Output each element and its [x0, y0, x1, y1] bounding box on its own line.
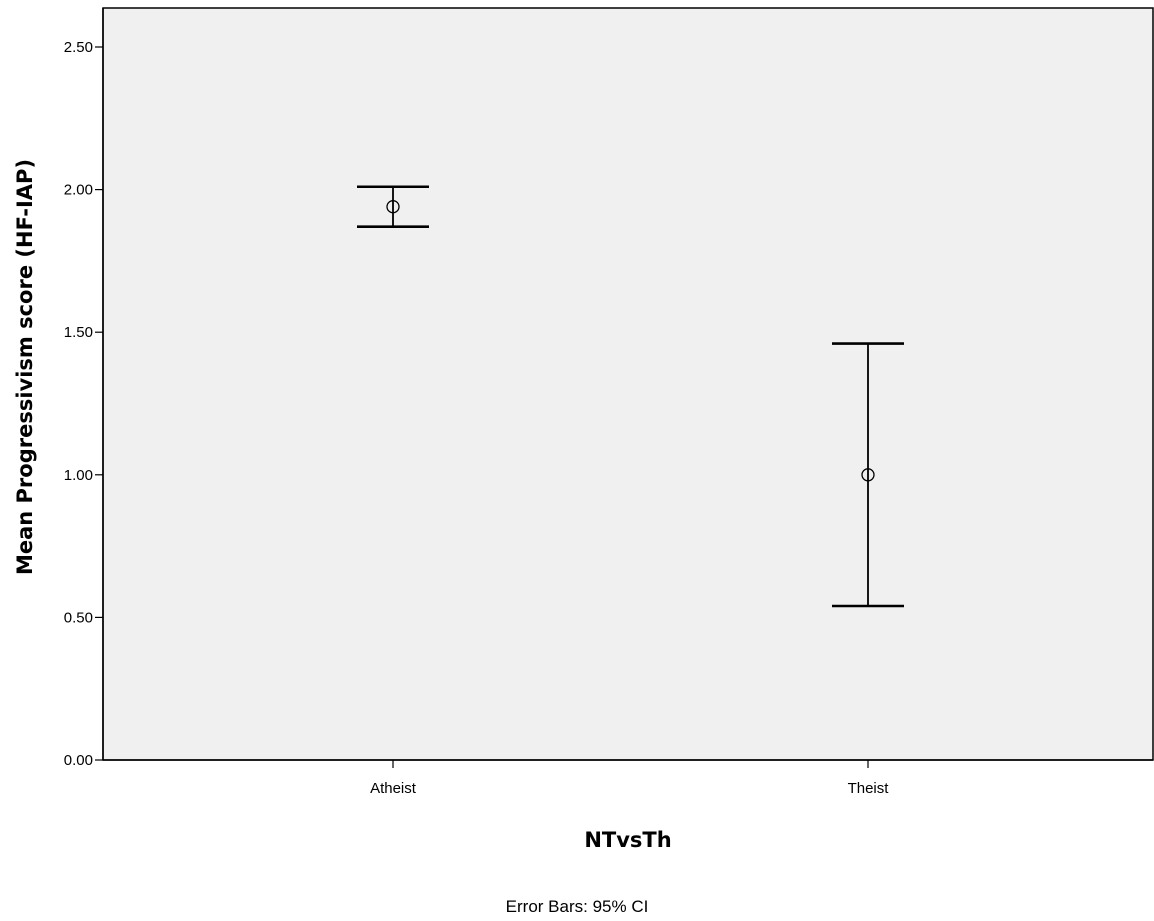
- y-tick-label: 0.00: [64, 752, 93, 769]
- y-axis: 0.00 0.50 1.00 1.50 2.00 2.50: [64, 8, 104, 769]
- mean-point: [861, 468, 875, 482]
- error-bars-footnote: Error Bars: 95% CI: [506, 897, 649, 916]
- y-axis-title: Mean Progressivism score (HF-IAP): [13, 159, 37, 575]
- x-tick-label: Theist: [848, 780, 890, 797]
- y-tick-label: 1.50: [64, 324, 93, 341]
- x-axis: Atheist Theist: [103, 759, 1153, 797]
- y-tick-label: 0.50: [64, 609, 93, 626]
- plot-area: [102, 7, 1154, 761]
- y-tick-label: 2.00: [64, 182, 93, 199]
- y-tick-label: 1.00: [64, 467, 93, 484]
- x-axis-title: NTvsTh: [584, 828, 671, 852]
- mean-point: [386, 200, 400, 214]
- y-tick-label: 2.50: [64, 39, 93, 56]
- x-tick-label: Atheist: [370, 780, 417, 797]
- error-bar-series: [357, 185, 904, 608]
